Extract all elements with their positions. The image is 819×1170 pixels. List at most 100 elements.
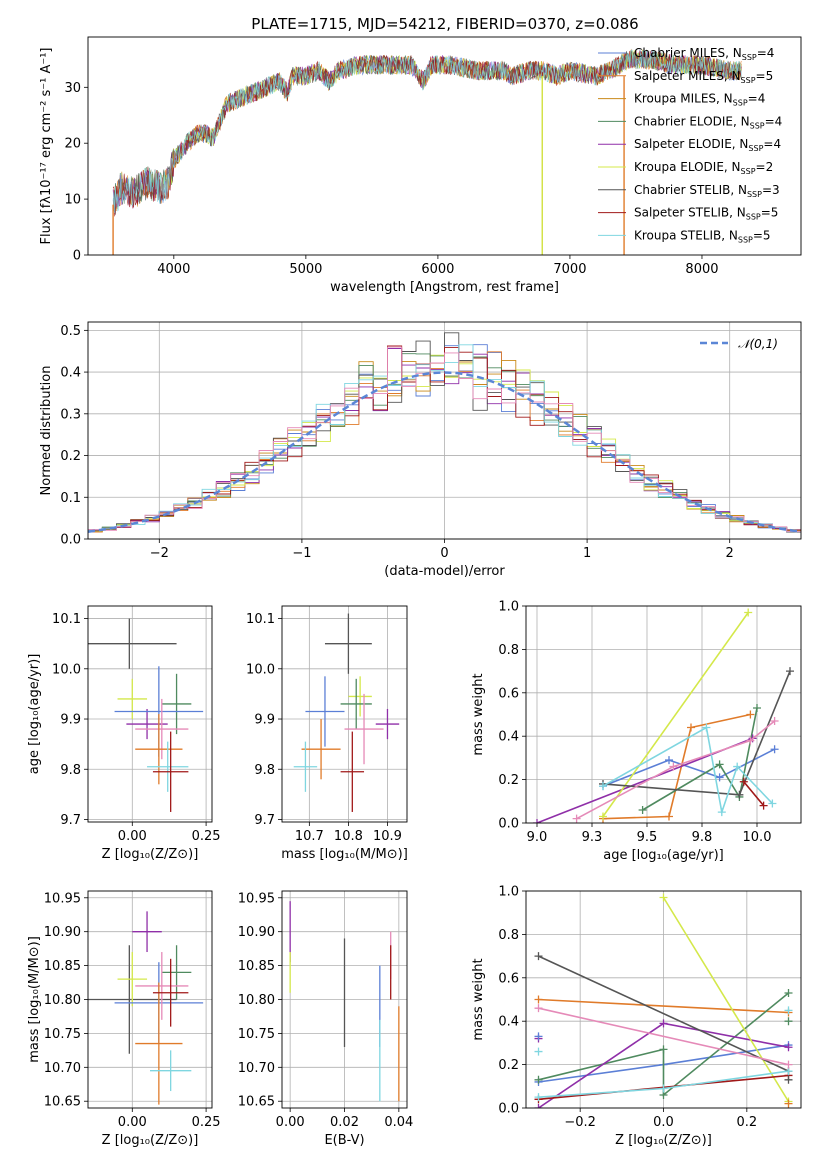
x-tick-label: 4000 xyxy=(157,262,190,277)
y-tick-label: 10.90 xyxy=(238,925,275,940)
x-tick-label: 9.8 xyxy=(692,830,713,845)
weight-point-8 xyxy=(746,736,755,745)
plot-area xyxy=(88,618,204,812)
plot-area xyxy=(533,608,794,823)
weight-point-7 xyxy=(717,808,726,817)
axes-frame xyxy=(281,605,408,823)
y-tick-label: 10.1 xyxy=(52,612,81,627)
normal-reference-curve xyxy=(88,371,801,533)
weight-line-8 xyxy=(538,1007,789,1066)
y-axis-label: mass weight xyxy=(471,673,486,755)
weight-point-2 xyxy=(638,805,647,814)
weight-point-3 xyxy=(534,1104,543,1108)
x-tick-label: 0.00 xyxy=(118,829,147,844)
plot-area xyxy=(293,613,400,812)
x-tick-label: 10.8 xyxy=(334,829,363,844)
x-tick-label: −1 xyxy=(292,546,311,561)
y-tick-label: 10.75 xyxy=(238,1027,275,1042)
legend-label: Salpeter MILES, NSSP=5 xyxy=(634,69,773,85)
plot-area xyxy=(112,48,742,255)
weight-point-4 xyxy=(744,608,753,617)
weight-line-4 xyxy=(662,897,790,1102)
panel-z-vs-age: 0.00 0.25 9.7 9.8 9.9 10.0 10.1 Z [log₁₀(Z/Z⊙)]… xyxy=(27,605,221,862)
weight-point-7 xyxy=(768,799,777,808)
plot-area xyxy=(289,901,400,1102)
y-tick-label: 9.9 xyxy=(254,713,275,728)
x-axis-label: Z [log₁₀(Z/Z⊙)] xyxy=(102,847,199,862)
x-tick-label: 6000 xyxy=(421,262,454,277)
x-tick-label: 10.7 xyxy=(295,829,324,844)
axes-frame xyxy=(87,36,802,256)
y-tick-label: 10.65 xyxy=(44,1095,81,1110)
weight-line-1 xyxy=(538,998,789,1014)
weight-point-4 xyxy=(659,893,668,902)
legend: 𝒩(0,1) xyxy=(700,337,778,351)
x-tick-label: 5000 xyxy=(289,262,322,277)
y-tick-label: 9.8 xyxy=(254,763,275,778)
panel-z-vs-mass: 0.00 0.25 10.65 10.70 10.75 10.80 10.85 10.90 10… xyxy=(27,890,221,1148)
panel-weights-vs-age: 9.0 9.3 9.5 9.8 10.0 0.0 0.2 0.4 0.6 0.8 1.0 age [l… xyxy=(471,600,802,863)
axes-frame xyxy=(87,890,213,1109)
legend-label: Kroupa STELIB, NSSP=5 xyxy=(634,228,771,244)
legend-label: 𝒩(0,1) xyxy=(738,337,778,351)
y-tick-label: 10.95 xyxy=(238,891,275,906)
edge-marker-5 xyxy=(784,1099,793,1108)
weight-point-7 xyxy=(702,723,711,732)
figure-title: PLATE=1715, MJD=54212, FIBERID=0370, z=0… xyxy=(251,15,638,33)
weight-point-1 xyxy=(534,995,543,1004)
x-tick-label: 0.0 xyxy=(653,1115,674,1130)
weight-point-8 xyxy=(534,1004,543,1013)
legend-label: Chabrier ELODIE, NSSP=4 xyxy=(634,114,782,130)
edge-marker-2 xyxy=(534,1032,543,1041)
legend-label: Salpeter ELODIE, NSSP=4 xyxy=(634,137,781,153)
panel-spectrum: 4000 5000 6000 7000 8000 0 10 20 30 wavelength [A… xyxy=(39,36,802,295)
y-tick-label: 9.9 xyxy=(60,713,81,728)
weight-point-0 xyxy=(715,773,724,782)
weight-point-3 xyxy=(659,1019,668,1028)
y-tick-label: 0.6 xyxy=(498,686,519,701)
y-tick-label: 9.8 xyxy=(60,763,81,778)
weight-point-2 xyxy=(534,1075,543,1084)
legend: Chabrier MILES, NSSP=4 Salpeter MILES, NS… xyxy=(598,46,782,244)
weight-point-0 xyxy=(665,756,673,765)
weight-line-5 xyxy=(538,955,789,1072)
y-tick-label: 1.0 xyxy=(498,600,519,615)
y-tick-label: 0.4 xyxy=(60,366,81,381)
y-tick-label: 0.4 xyxy=(498,1015,519,1030)
x-axis-label: age [log₁₀(age/yr)] xyxy=(603,848,724,863)
y-tick-label: 0.2 xyxy=(60,449,81,464)
panel-weights-vs-z: −0.2 0.0 0.2 0.0 0.2 0.4 0.6 0.8 1.0 Z [log₁₀(Z/Z… xyxy=(471,885,802,1148)
weight-point-6 xyxy=(759,801,768,810)
weight-point-7 xyxy=(599,782,607,791)
legend-label: Kroupa ELODIE, NSSP=2 xyxy=(634,160,773,176)
x-axis-label: Z [log₁₀(Z/Z⊙)] xyxy=(615,1133,712,1148)
y-tick-label: 0.2 xyxy=(498,773,519,788)
weight-line-4 xyxy=(602,612,749,817)
y-tick-label: 10.65 xyxy=(238,1095,275,1110)
y-tick-label: 10.85 xyxy=(44,959,81,974)
y-tick-label: 20 xyxy=(64,137,81,152)
y-tick-label: 10.80 xyxy=(238,993,275,1008)
x-tick-label: 9.3 xyxy=(582,830,603,845)
gridlines xyxy=(282,606,407,822)
weight-point-3 xyxy=(784,1043,793,1052)
weight-point-2 xyxy=(753,703,761,712)
x-tick-label: 7000 xyxy=(553,262,586,277)
weight-point-8 xyxy=(770,717,779,726)
weight-line-8 xyxy=(576,720,776,820)
weight-point-2 xyxy=(784,988,793,997)
x-tick-label: −0.2 xyxy=(564,1115,596,1130)
panel-mass-vs-age: 10.7 10.8 10.9 9.7 9.8 9.9 10.0 10.1 mass [log₁₀… xyxy=(246,605,408,862)
axes-frame xyxy=(87,321,802,540)
y-tick-label: 0.4 xyxy=(498,730,519,745)
weight-point-8 xyxy=(784,1060,793,1069)
y-axis-label: Flux [fλ10⁻¹⁷ erg cm⁻² s⁻¹ A⁻¹] xyxy=(39,48,54,245)
y-tick-label: 10.0 xyxy=(246,662,275,677)
y-tick-label: 0.5 xyxy=(60,324,81,339)
x-tick-label: 1 xyxy=(583,546,591,561)
x-tick-label: −2 xyxy=(150,546,169,561)
x-tick-label: 0.25 xyxy=(192,1115,221,1130)
weight-point-5 xyxy=(735,790,744,799)
y-axis-label: mass weight xyxy=(471,958,486,1040)
